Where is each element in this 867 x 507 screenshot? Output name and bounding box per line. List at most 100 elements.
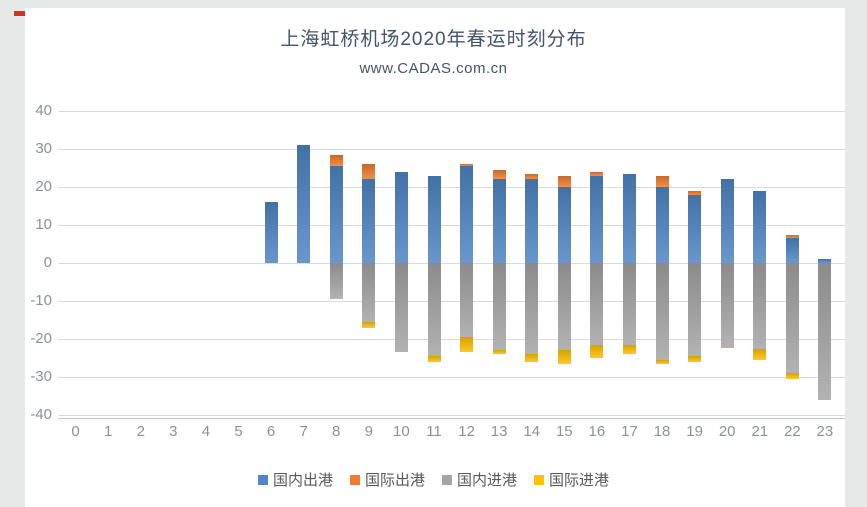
gridline bbox=[58, 263, 845, 264]
legend-swatch bbox=[257, 474, 268, 485]
bar-segment-国内出港 bbox=[329, 166, 343, 263]
x-axis-tick-label: 12 bbox=[458, 423, 475, 440]
bar-segment-国内进港 bbox=[492, 263, 506, 351]
x-axis-tick-label: 4 bbox=[201, 423, 211, 440]
x-axis-tick-label: 23 bbox=[816, 423, 834, 440]
y-axis-tick-label: -20 bbox=[30, 330, 52, 347]
y-axis-tick-label: 0 bbox=[43, 254, 52, 271]
bar-segment-国内出港 bbox=[655, 187, 669, 263]
gridline bbox=[58, 301, 845, 302]
bar-segment-国际进港 bbox=[525, 354, 539, 362]
bar-segment-国内出港 bbox=[297, 145, 311, 263]
bar-segment-国内出港 bbox=[720, 179, 734, 263]
bar-segment-国际进港 bbox=[785, 373, 799, 379]
y-axis-tick-label: 40 bbox=[35, 102, 52, 119]
bar-segment-国际出港 bbox=[460, 164, 474, 167]
bar-segment-国内出港 bbox=[427, 175, 441, 263]
legend-label: 国际进港 bbox=[549, 472, 610, 489]
bar-segment-国际出港 bbox=[525, 173, 539, 180]
x-axis-tick-label: 18 bbox=[653, 423, 671, 440]
bar-segment-国际进港 bbox=[688, 356, 702, 362]
y-axis-tick-label: 10 bbox=[35, 216, 52, 233]
x-axis-tick-label: 5 bbox=[234, 423, 243, 440]
bar-segment-国内出港 bbox=[362, 179, 376, 263]
bar-segment-国内出港 bbox=[557, 187, 571, 263]
legend-item: 国内出港 bbox=[257, 469, 333, 490]
x-axis-tick-label: 11 bbox=[426, 423, 442, 440]
bar-segment-国内进港 bbox=[655, 263, 669, 360]
bar-segment-国内出港 bbox=[492, 179, 506, 263]
legend-swatch bbox=[442, 474, 452, 485]
x-axis-tick-label: 15 bbox=[555, 423, 573, 440]
x-axis-tick-label: 1 bbox=[104, 423, 113, 440]
bar-segment-国内出港 bbox=[623, 173, 636, 263]
bar-segment-国际出港 bbox=[557, 175, 571, 187]
y-axis-tick-label: -30 bbox=[30, 368, 52, 385]
y-axis-tick-label: 30 bbox=[35, 140, 52, 157]
bar-segment-国际出港 bbox=[362, 164, 376, 180]
bar-segment-国内出港 bbox=[394, 171, 408, 263]
bar-segment-国际进港 bbox=[362, 321, 376, 328]
legend-label: 国内出港 bbox=[272, 472, 333, 489]
bar-segment-国内进港 bbox=[720, 263, 734, 347]
bar-segment-国内进港 bbox=[427, 263, 441, 357]
bar-segment-国内进港 bbox=[362, 263, 376, 322]
bar-segment-国内出港 bbox=[264, 202, 278, 263]
x-axis-tick-label: 13 bbox=[490, 423, 508, 440]
bar-segment-国内进港 bbox=[753, 263, 767, 349]
x-axis-tick-label: 14 bbox=[523, 423, 541, 440]
x-axis-tick-label: 0 bbox=[71, 423, 80, 440]
bar-segment-国内进港 bbox=[590, 263, 604, 345]
legend-label: 国际出港 bbox=[364, 472, 425, 489]
bar-segment-国际出港 bbox=[785, 234, 799, 239]
bar-segment-国际进港 bbox=[720, 346, 734, 349]
y-axis-tick-label: 20 bbox=[35, 178, 52, 195]
red-indicator-mark bbox=[14, 11, 25, 16]
x-axis-tick-label: 9 bbox=[364, 423, 373, 440]
bar-segment-国内出港 bbox=[785, 238, 799, 263]
x-axis-line bbox=[58, 418, 845, 419]
bar-segment-国际进港 bbox=[427, 356, 441, 362]
bar-segment-国内进港 bbox=[818, 263, 832, 400]
x-axis-tick-label: 10 bbox=[393, 423, 410, 440]
bar-segment-国际进港 bbox=[590, 344, 604, 358]
x-axis-tick-label: 20 bbox=[718, 423, 736, 440]
bar-segment-国际出港 bbox=[655, 175, 669, 187]
gridline bbox=[58, 339, 845, 340]
bar-segment-国内出港 bbox=[460, 166, 474, 263]
gridline bbox=[58, 111, 845, 112]
x-axis-tick-label: 22 bbox=[784, 423, 801, 440]
x-axis-tick-label: 17 bbox=[621, 423, 638, 440]
bar-segment-国际出港 bbox=[329, 154, 343, 167]
gridline bbox=[58, 149, 845, 150]
gridline bbox=[58, 377, 845, 378]
bar-segment-国内出港 bbox=[688, 194, 702, 263]
bar-segment-国内进港 bbox=[688, 263, 702, 357]
bar-segment-国际进港 bbox=[460, 337, 474, 353]
chart-subtitle: www.CADAS.com.cn bbox=[359, 60, 508, 77]
legend-swatch bbox=[534, 474, 545, 485]
chart-legend: 国内出港 国际出港 国内进港 国际进港 bbox=[0, 469, 867, 490]
bar-segment-国内进港 bbox=[525, 263, 539, 355]
bar-segment-国内进港 bbox=[785, 263, 799, 374]
chart-title: 上海虹桥机场2020年春运时刻分布 bbox=[280, 29, 587, 50]
bar-segment-国内进港 bbox=[623, 263, 636, 345]
x-axis-tick-label: 19 bbox=[686, 423, 703, 440]
bar-segment-国际出港 bbox=[688, 190, 702, 195]
bar-segment-国际进港 bbox=[492, 350, 506, 355]
bar-segment-国内进港 bbox=[460, 263, 474, 338]
x-axis-tick-label: 21 bbox=[751, 423, 769, 440]
bar-segment-国际出港 bbox=[590, 171, 604, 176]
bar-segment-国际进港 bbox=[655, 359, 669, 364]
x-axis-tick-label: 8 bbox=[332, 423, 341, 440]
legend-item: 国际出港 bbox=[349, 469, 425, 490]
legend-item: 国内进港 bbox=[442, 469, 517, 490]
bar-segment-国际进港 bbox=[753, 348, 767, 360]
bar-segment-国际进港 bbox=[623, 344, 636, 355]
x-axis-tick-label: 3 bbox=[169, 423, 178, 440]
legend-item: 国际进港 bbox=[534, 469, 609, 490]
bar-segment-国际进港 bbox=[557, 350, 571, 364]
x-axis-tick-label: 6 bbox=[266, 423, 276, 440]
